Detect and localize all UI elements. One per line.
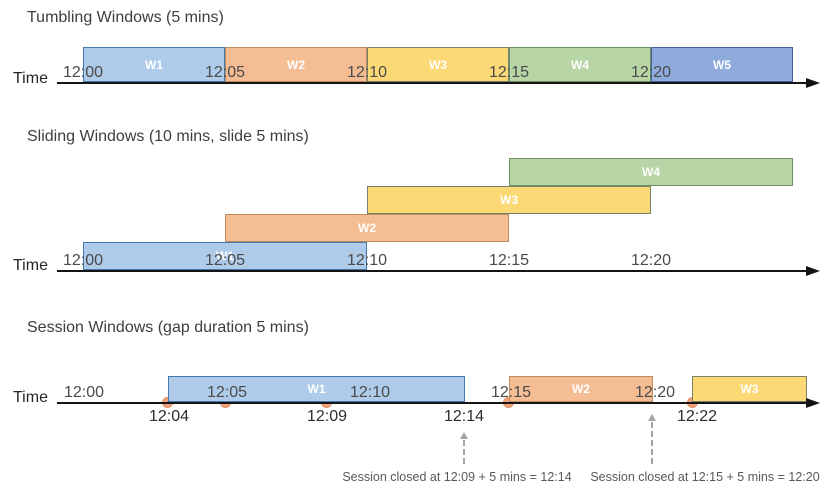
session-window-w1: W1 (168, 376, 465, 402)
sliding-time-axis-label: Time (13, 257, 48, 274)
window-label: W5 (713, 57, 731, 72)
tumbling-window-w1: W1 (83, 47, 225, 82)
session-axis-arrow-icon (806, 398, 820, 408)
dashed-arrow-shaft (651, 422, 653, 464)
session-time-axis-label: Time (13, 389, 48, 406)
window-label: W4 (571, 57, 589, 72)
window-label: W3 (429, 57, 447, 72)
sliding-axis-arrow-icon (806, 266, 820, 276)
session-annotation-1: Session closed at 12:09 + 5 mins = 12:14 (342, 470, 572, 484)
sliding-time-axis (57, 270, 807, 272)
dashed-arrow-up-icon (460, 432, 468, 439)
session-window-w2: W2 (509, 376, 653, 402)
tick-label: 12:20 (634, 384, 676, 401)
tumbling-time-axis-label: Time (13, 70, 48, 87)
dashed-arrow-shaft (463, 440, 465, 464)
event-label-12-04: 12:04 (148, 408, 190, 425)
window-label: W3 (500, 193, 518, 207)
tick-label: 12:00 (62, 252, 104, 269)
tumbling-time-axis (57, 82, 807, 84)
window-label: W1 (216, 249, 234, 263)
dashed-arrow-up-icon (648, 414, 656, 421)
session-annotation-2: Session closed at 12:15 + 5 mins = 12:20 (590, 470, 820, 484)
tick-label: 12:10 (349, 384, 391, 401)
tumbling-window-w2: W2 (225, 47, 367, 82)
tumbling-window-w3: W3 (367, 47, 509, 82)
tick-label: 12:15 (488, 252, 530, 269)
tumbling-title: Tumbling Windows (5 mins) (27, 9, 224, 26)
tick-label: 12:05 (206, 384, 248, 401)
sliding-title: Sliding Windows (10 mins, slide 5 mins) (27, 128, 309, 145)
session-window-w3: W3 (692, 376, 807, 402)
sliding-window-w2: W2 (225, 214, 509, 242)
window-label: W2 (572, 382, 590, 396)
window-label: W3 (740, 382, 759, 396)
window-label: W2 (358, 221, 376, 235)
event-label-12-14: 12:14 (443, 408, 485, 425)
window-label: W1 (307, 382, 326, 396)
sliding-window-w4: W4 (509, 158, 793, 186)
window-label: W1 (145, 57, 163, 72)
tick-label: 12:10 (346, 252, 388, 269)
sliding-window-w1: W1 (83, 242, 367, 270)
tick-label: 12:20 (630, 64, 672, 81)
tick-label: 12:10 (346, 64, 388, 81)
tick-label: 12:15 (490, 384, 532, 401)
tick-label: 12:05 (204, 252, 246, 269)
window-label: W4 (642, 165, 660, 179)
event-label-12-22: 12:22 (676, 408, 718, 425)
tick-label: 12:20 (630, 252, 672, 269)
tumbling-window-w5: W5 (651, 47, 793, 82)
tick-label: 12:05 (204, 64, 246, 81)
window-label: W2 (287, 57, 305, 72)
sliding-window-w3: W3 (367, 186, 651, 214)
tumbling-window-w4: W4 (509, 47, 651, 82)
session-time-axis (57, 402, 807, 404)
tick-label: 12:00 (63, 384, 105, 401)
tick-label: 12:15 (488, 64, 530, 81)
session-title: Session Windows (gap duration 5 mins) (27, 319, 309, 336)
tick-label: 12:00 (62, 64, 104, 81)
event-label-12-09: 12:09 (306, 408, 348, 425)
tumbling-axis-arrow-icon (806, 78, 820, 88)
